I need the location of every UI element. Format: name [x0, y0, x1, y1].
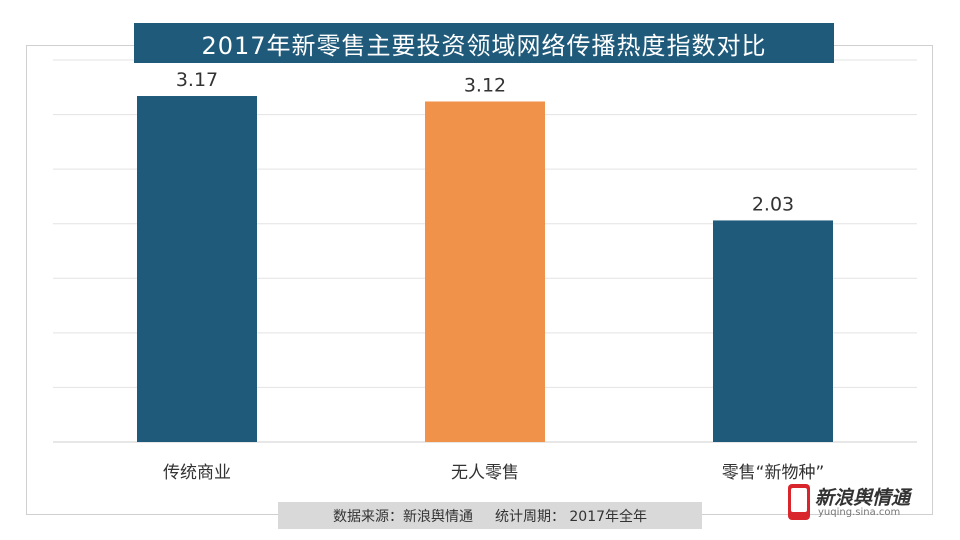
- chart-title: 2017年新零售主要投资领域网络传播热度指数对比: [201, 31, 767, 60]
- x-axis-tick-labels: 传统商业 无人零售 零售“新物种”: [163, 463, 824, 483]
- bar-3: [713, 220, 833, 442]
- x-tick-label-1: 传统商业: [163, 463, 231, 483]
- brand-logo: 新浪舆情通 yuqing.sina.com: [788, 482, 918, 522]
- bars: [137, 96, 833, 442]
- x-tick-label-3: 零售“新物种”: [722, 463, 825, 483]
- phone-icon: [788, 484, 810, 520]
- logo-name: 新浪舆情通: [815, 487, 911, 509]
- data-label-2: 3.12: [464, 74, 506, 96]
- statistics-period-text: 统计周期： 2017年全年: [494, 508, 648, 525]
- data-labels: 3.17 3.12 2.03: [176, 69, 794, 215]
- x-tick-label-2: 无人零售: [451, 463, 519, 483]
- data-source-text: 数据来源：新浪舆情通: [332, 508, 473, 525]
- bar-2: [425, 101, 545, 442]
- data-label-1: 3.17: [176, 69, 218, 91]
- data-label-3: 2.03: [752, 193, 794, 215]
- bar-1: [137, 96, 257, 442]
- source-footer: 数据来源：新浪舆情通 统计周期： 2017年全年: [278, 502, 702, 529]
- chart-title-bar: 2017年新零售主要投资领域网络传播热度指数对比: [134, 23, 834, 63]
- logo-url: yuqing.sina.com: [818, 507, 901, 518]
